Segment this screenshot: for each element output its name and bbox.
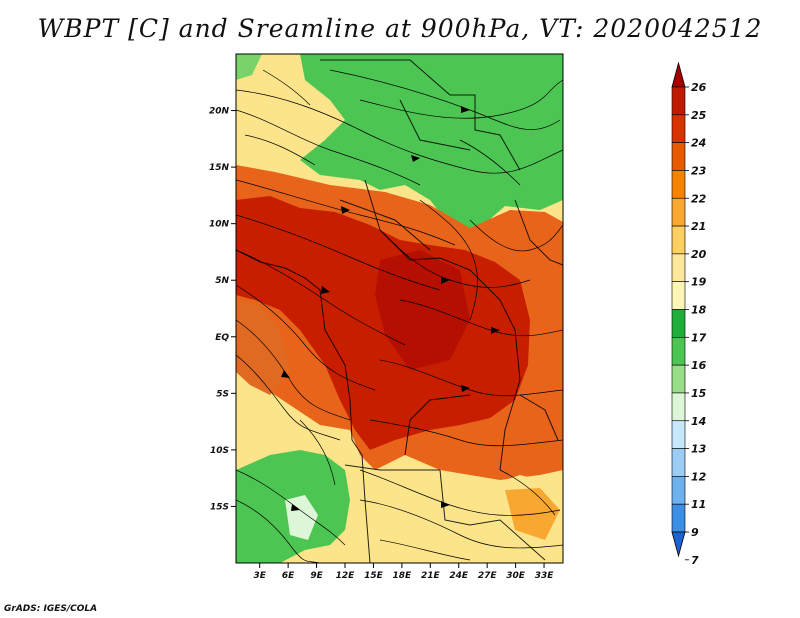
colorbar-label: 13: [691, 443, 707, 456]
lon-label: 15E: [364, 571, 384, 581]
lon-label: 21E: [421, 571, 441, 581]
colorbar-label: 25: [691, 109, 707, 122]
colorbar-swatch: [671, 197, 686, 227]
colorbar-swatch: [671, 392, 686, 422]
west-coast-warm: [236, 300, 290, 395]
colorbar-label: 26: [691, 81, 707, 94]
colorbar-label: 16: [691, 359, 707, 372]
colorbar-swatch: [671, 170, 686, 199]
colorbar-swatch: [671, 281, 686, 310]
north-cool-region: [300, 54, 563, 232]
colorbar-label: 9: [691, 526, 699, 539]
colorbar-swatch: [671, 476, 686, 505]
colorbar-label: 20: [691, 248, 707, 261]
colorbar-swatch: [671, 448, 686, 477]
colorbar-swatch: [671, 114, 686, 143]
lon-label: 6E: [282, 571, 295, 581]
lat-label: 10N: [209, 220, 230, 230]
longitude-axis: 3E 6E 9E 12E 15E 18E 21E 24E 27E 30E 33E: [253, 563, 554, 581]
colorbar-label: 15: [691, 387, 707, 400]
colorbar-label: 24: [691, 137, 706, 150]
colorbar-label: 21: [691, 220, 706, 233]
latitude-axis: 20N 15N 10N 5N EQ 5S 10S 15S: [209, 107, 236, 512]
colorbar-swatch: [671, 364, 686, 394]
streamlines: [236, 69, 563, 563]
colorbar-swatch: [671, 225, 686, 255]
map-frame: [235, 53, 564, 564]
lon-label: 30E: [506, 571, 526, 581]
colorbar-swatch: [671, 309, 686, 338]
lat-label: 5S: [216, 389, 229, 399]
colorbar-label: 19: [691, 276, 707, 289]
lat-label: 10S: [210, 446, 229, 456]
colorbar-swatch: [671, 337, 686, 366]
lat-label: 20N: [209, 107, 230, 117]
lat-label: 5N: [215, 276, 229, 286]
lat-label: 15N: [209, 163, 230, 173]
lat-label: 15S: [210, 502, 229, 512]
colorbar-label: 22: [691, 192, 707, 205]
lon-label: 18E: [393, 571, 413, 581]
lon-label: 3E: [253, 571, 266, 581]
colorbar-swatch: [671, 503, 686, 533]
colorbar-label: 17: [691, 331, 707, 344]
colorbar-swatch: [671, 142, 686, 171]
colorbar-max-arrow: [671, 61, 686, 88]
map-title: WBPT [C] and Sreamline at 900hPa, VT: 20…: [37, 14, 763, 43]
colorbar-min-arrow: [671, 531, 686, 558]
grads-credit: GrADS: IGES/COLA: [4, 604, 98, 614]
streamline-arrows: [281, 106, 500, 511]
northwest-cool-patch: [236, 54, 262, 80]
colorbar-swatch: [671, 420, 686, 449]
colorbar-label: 18: [691, 304, 707, 317]
colorbar-label: 7: [691, 554, 699, 567]
colorbar-label: 14: [691, 415, 706, 428]
lat-label: EQ: [215, 333, 229, 343]
lon-label: 27E: [478, 571, 498, 581]
wbpt-field: [236, 54, 563, 563]
colorbar: 26 25 24 23 22 21 20 19 18 17 16 15 14 13 12 11 9 7: [671, 61, 707, 567]
lon-label: 9E: [310, 571, 323, 581]
colorbar-label: 23: [691, 164, 707, 177]
colorbar-swatch: [671, 253, 686, 282]
colorbar-swatch: [671, 86, 686, 116]
lon-label: 24E: [449, 571, 469, 581]
lon-label: 12E: [336, 571, 356, 581]
colorbar-label: 12: [691, 470, 707, 483]
lon-label: 33E: [535, 571, 555, 581]
colorbar-label: 11: [691, 498, 706, 511]
